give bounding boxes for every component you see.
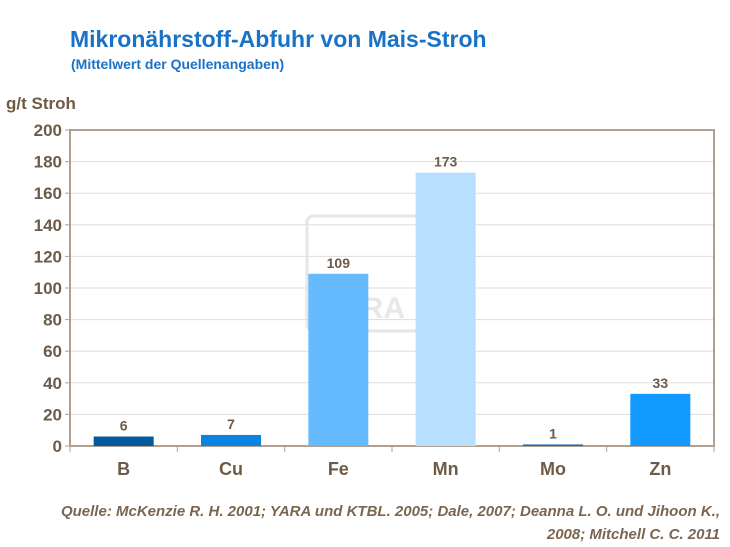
- data-label: 1: [549, 425, 557, 441]
- chart-title: Mikronährstoff-Abfuhr von Mais-Stroh: [70, 26, 487, 52]
- y-tick-label: 200: [34, 121, 62, 140]
- source-note: Quelle: McKenzie R. H. 2001; YARA und KT…: [60, 503, 720, 543]
- chart-subtitle: (Mittelwert der Quellenangaben): [71, 56, 285, 72]
- x-tick-label: Fe: [328, 459, 349, 479]
- data-label: 7: [227, 416, 235, 432]
- x-tick-label: Mn: [433, 459, 459, 479]
- bar-cu: [201, 434, 261, 446]
- x-tick-label: Mo: [540, 459, 566, 479]
- data-label: 33: [653, 375, 669, 391]
- y-tick-label: 60: [43, 342, 62, 361]
- x-tick-label: Cu: [219, 459, 243, 479]
- bar-b: [93, 436, 154, 446]
- y-tick-label: 100: [34, 279, 62, 298]
- x-tick-label: Zn: [649, 459, 671, 479]
- bar-mo: [523, 444, 583, 446]
- y-tick-label: 40: [43, 374, 62, 393]
- y-tick-label: 20: [43, 405, 62, 424]
- y-tick-label: 120: [34, 247, 62, 266]
- y-tick-label: 80: [43, 311, 62, 330]
- bar-zn: [630, 393, 691, 446]
- y-tick-label: 180: [34, 153, 62, 172]
- bar-fe: [308, 273, 369, 446]
- data-label: 6: [120, 418, 128, 434]
- y-tick-label: 160: [34, 184, 62, 203]
- data-label: 173: [434, 154, 458, 170]
- y-tick-label: 140: [34, 216, 62, 235]
- x-tick-label: B: [117, 459, 130, 479]
- bar-mn: [415, 172, 476, 446]
- y-tick-label: 0: [53, 437, 62, 456]
- data-label: 109: [327, 255, 351, 271]
- y-axis-label: g/t Stroh: [6, 94, 76, 113]
